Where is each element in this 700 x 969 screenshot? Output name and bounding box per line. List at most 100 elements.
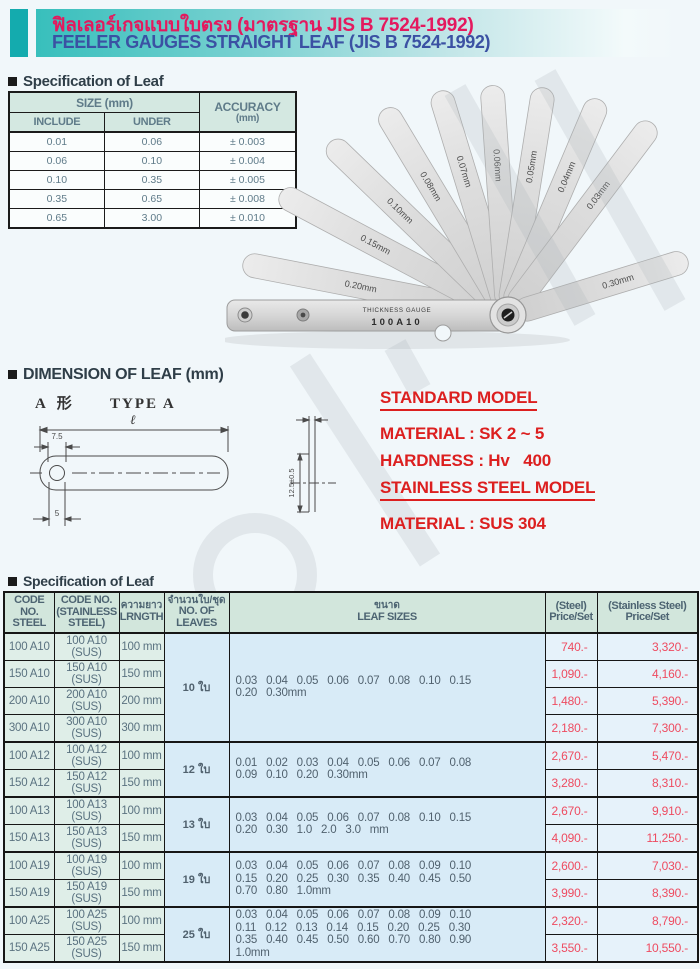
handle-brand-text: THICKNESS GAUGE (363, 307, 431, 314)
cell-steel-price: 3,990.- (544, 878, 598, 908)
col-header-length: ความยาว LRNGTH (118, 591, 165, 634)
handle-model-text: 100A10 (371, 317, 422, 328)
section-title-spec-top: Specification of Leaf (8, 73, 164, 90)
leaf-sizes-line: 0.20 0.30mm (235, 687, 307, 700)
dim-hole-label: 5 (55, 509, 60, 518)
cell-stainless-price: 8,310.- (596, 768, 699, 798)
header-line: CODE NO. (14, 594, 45, 618)
col-header-stainless-price: (Stainless Steel) Price/Set (596, 591, 699, 634)
table-row: 100 A12 100 A12 (SUS) 100 mm 12 ใบ 0.01 … (3, 740, 699, 798)
cell-under: 0.35 (103, 170, 200, 190)
table-row: 0.65 3.00 ± 0.010 (8, 208, 297, 229)
cell-under: 0.10 (103, 151, 200, 171)
stainless-model-heading: STAINLESS STEEL MODEL (380, 478, 595, 501)
table-row: 0.01 0.06 ± 0.003 (8, 131, 297, 152)
cell-leaves-count: 19 ใบ (163, 850, 230, 908)
leaf-dimension-drawing: A 形 TYPE A ℓ (30, 394, 336, 526)
gauge-handle: THICKNESS GAUGE 100A10 (226, 296, 527, 342)
cell-stainless-price: 8,790.- (596, 905, 699, 935)
cell-stainless-price: 11,250.- (596, 823, 699, 853)
cell-stainless-price: 8,390.- (596, 878, 699, 908)
cell-length: 100 mm (118, 850, 165, 880)
cell-code-stainless: 150 A12 (SUS) (53, 768, 120, 798)
cell-length: 150 mm (118, 823, 165, 853)
header-line: (STAINLESS (56, 605, 117, 618)
leaf-sizes-line: 0.03 0.04 0.05 0.06 0.07 0.08 0.09 0.10 (235, 860, 472, 873)
standard-model-heading: STANDARD MODEL (380, 388, 538, 411)
cell-code-steel: 150 A10 (3, 659, 55, 688)
leaf-sizes-line: 0.15 0.20 0.25 0.30 0.35 0.40 0.45 0.50 (235, 872, 472, 885)
gauge-blades (242, 85, 689, 324)
cell-code-stainless: 100 A10 (SUS) (53, 631, 120, 661)
cell-code-steel: 150 A12 (3, 768, 55, 798)
table-row: 0.35 0.65 ± 0.008 (8, 189, 297, 209)
cell-steel-price: 3,280.- (544, 768, 598, 798)
section-title-label: Specification of Leaf (23, 73, 164, 90)
header-line: จำนวนใบ/ชุด (167, 594, 226, 606)
cell-leaf-sizes: 0.03 0.04 0.05 0.06 0.07 0.08 0.09 0.10 … (228, 905, 546, 963)
cell-leaf-sizes: 0.03 0.04 0.05 0.06 0.07 0.08 0.10 0.15 … (228, 795, 546, 853)
cell-code-stainless: 150 A25 (SUS) (53, 933, 120, 963)
cell-stainless-price: 4,160.- (596, 659, 699, 688)
table-row: 150 A25 150 A25 (SUS) 150 mm 3,550.- 10,… (3, 933, 699, 963)
type-label-cjk: A 形 (35, 394, 76, 412)
cell-code-steel: 150 A13 (3, 823, 55, 853)
section-title-label: Specification of Leaf (23, 573, 154, 589)
col-header-leaf-sizes: ขนาด LEAF SIZES (228, 591, 546, 634)
cell-code-steel: 100 A10 (3, 631, 55, 661)
hardness: HARDNESS : Hv 400 (380, 451, 551, 470)
price-table: CODE NO. STEEL CODE NO. (STAINLESS STEEL… (3, 591, 699, 963)
header-line: Price/Set (549, 611, 593, 624)
cell-length: 100 mm (118, 795, 165, 825)
table-row: 100 A13 100 A13 (SUS) 100 mm 13 ใบ 0.03 … (3, 795, 699, 853)
photo-shadow (225, 331, 570, 349)
leaf-sizes-line: 0.03 0.04 0.05 0.06 0.07 0.08 0.10 0.15 (235, 674, 472, 687)
cell-steel-price: 2,320.- (544, 905, 598, 935)
accuracy-table-col-under: UNDER (103, 112, 200, 133)
section-title-spec-bottom: Specification of Leaf (8, 573, 154, 589)
type-label: TYPE A (110, 396, 176, 412)
page-title-english: FEELER GAUGES STRAIGHT LEAF (JIS B 7524-… (52, 32, 491, 52)
cell-code-stainless: 100 A13 (SUS) (53, 795, 120, 825)
feeler-gauge-photo: 0.20mm 0.15mm 0.10mm 0.08mm 0.07mm 0.06m… (225, 85, 689, 349)
cell-stainless-price: 7,030.- (596, 850, 699, 880)
cell-length: 150 mm (118, 659, 165, 688)
table-row: 100 A10 100 A10 (SUS) 100 mm 10 ใบ 0.03 … (3, 631, 699, 743)
cell-code-steel: 200 A10 (3, 686, 55, 715)
cell-code-stainless: 150 A10 (SUS) (53, 659, 120, 688)
cell-stainless-price: 9,910.- (596, 795, 699, 825)
stainless-material: MATERIAL : SUS 304 (380, 514, 546, 533)
cell-code-steel: 100 A25 (3, 905, 55, 935)
table-row: 300 A10 300 A10 (SUS) 300 mm 2,180.- 7,3… (3, 713, 699, 743)
cell-include: 0.65 (8, 208, 105, 229)
col-header-steel-price: (Steel) Price/Set (544, 591, 598, 634)
cell-steel-price: 2,180.- (544, 713, 598, 743)
cell-steel-price: 740.- (544, 631, 598, 661)
header-line: CODE NO. (60, 594, 113, 606)
cell-code-stainless: 100 A25 (SUS) (53, 905, 120, 935)
cell-code-steel: 150 A19 (3, 878, 55, 908)
header-line: LEAF SIZES (357, 610, 417, 623)
cell-stainless-price: 5,390.- (596, 686, 699, 715)
header-line: Price/Set (625, 611, 670, 624)
cell-length: 100 mm (118, 631, 165, 661)
cell-leaves-count: 25 ใบ (163, 905, 230, 963)
handle-notch (434, 324, 452, 342)
cell-steel-price: 2,670.- (544, 740, 598, 770)
cell-steel-price: 1,480.- (544, 686, 598, 715)
accuracy-header-line1: ACCURACY (214, 100, 281, 114)
cell-accuracy: ± 0.010 (198, 208, 297, 229)
cell-steel-price: 3,550.- (544, 933, 598, 963)
cell-stainless-price: 5,470.- (596, 740, 699, 770)
header-line: (Stainless Steel) (608, 599, 687, 612)
cell-code-stainless: 100 A12 (SUS) (53, 740, 120, 770)
cell-include: 0.10 (8, 170, 105, 190)
cell-steel-price: 2,670.- (544, 795, 598, 825)
header-line: STEEL) (68, 617, 105, 630)
cell-code-stainless: 200 A10 (SUS) (53, 686, 120, 715)
cell-length: 150 mm (118, 768, 165, 798)
cell-length: 150 mm (118, 878, 165, 908)
cell-steel-price: 2,600.- (544, 850, 598, 880)
section-title-dimension: DIMENSION OF LEAF (mm) (8, 366, 224, 384)
col-header-code-stainless: CODE NO. (STAINLESS STEEL) (53, 591, 120, 634)
